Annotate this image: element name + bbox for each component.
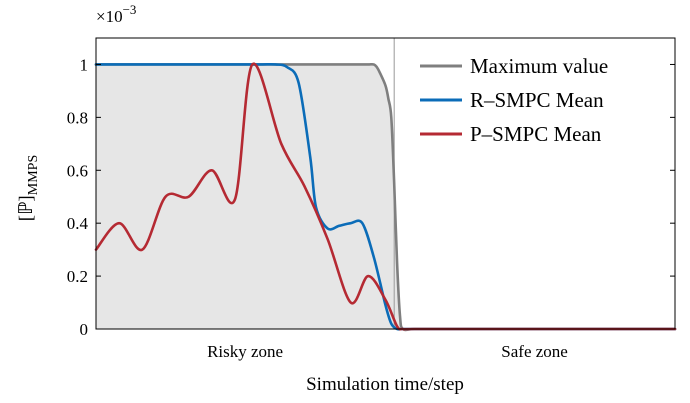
y-tick-label: 0.2 bbox=[67, 267, 88, 286]
multiplier-label: ×10−3 bbox=[96, 2, 136, 26]
x-axis-title: Simulation time/step bbox=[306, 374, 464, 395]
max-value-fill-layer bbox=[96, 64, 675, 330]
legend: Maximum value R–SMPC Mean P–SMPC Mean bbox=[412, 42, 670, 154]
x-ticks: Risky zone Safe zone bbox=[207, 342, 568, 361]
zone-label: Risky zone bbox=[207, 342, 283, 361]
multiplier-base: ×10 bbox=[96, 7, 123, 26]
y-tick-label: 0.6 bbox=[67, 161, 88, 180]
legend-entry: Maximum value bbox=[470, 54, 608, 78]
legend-entry: R–SMPC Mean bbox=[470, 88, 604, 112]
legend-entry: P–SMPC Mean bbox=[470, 122, 602, 146]
y-tick-label: 1 bbox=[80, 55, 89, 74]
y-axis-title-sub: MMPS bbox=[26, 155, 41, 195]
max-value-fill bbox=[96, 64, 675, 330]
svg-text:[ℙ]MMPS: [ℙ]MMPS bbox=[16, 155, 41, 221]
svg-text:×10−3: ×10−3 bbox=[96, 2, 136, 26]
zone-label: Safe zone bbox=[501, 342, 568, 361]
multiplier-exponent: −3 bbox=[123, 2, 137, 17]
y-tick-label: 0.8 bbox=[67, 108, 88, 127]
plot-frame bbox=[95, 37, 676, 330]
y-tick-label: 0.4 bbox=[67, 214, 89, 233]
y-ticks: 0 0.2 0.4 0.6 0.8 1 bbox=[67, 55, 675, 339]
y-axis-title: [ℙ]MMPS bbox=[16, 155, 41, 221]
y-tick-label: 0 bbox=[80, 320, 89, 339]
y-axis-title-main: [ℙ] bbox=[16, 195, 37, 221]
